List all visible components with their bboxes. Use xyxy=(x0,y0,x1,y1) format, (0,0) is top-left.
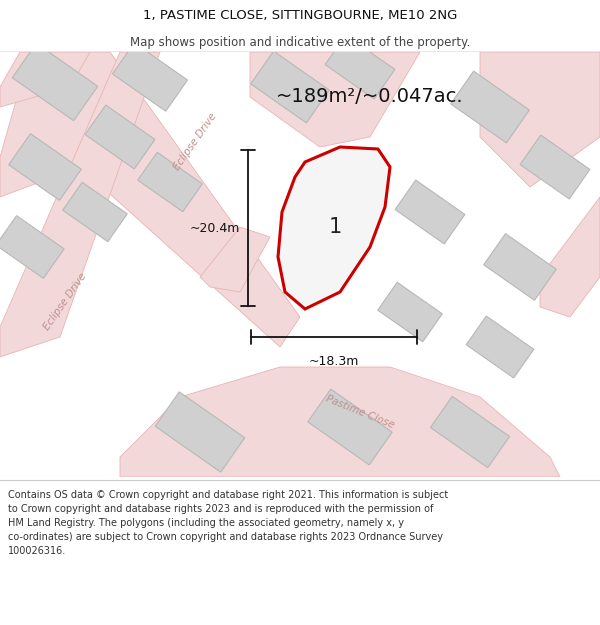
Polygon shape xyxy=(9,134,81,201)
Polygon shape xyxy=(120,367,560,477)
Polygon shape xyxy=(430,396,509,468)
Polygon shape xyxy=(12,43,98,121)
Polygon shape xyxy=(112,42,188,111)
Polygon shape xyxy=(540,197,600,317)
Polygon shape xyxy=(251,51,329,123)
Text: to Crown copyright and database rights 2023 and is reproduced with the permissio: to Crown copyright and database rights 2… xyxy=(8,504,433,514)
Text: ~20.4m: ~20.4m xyxy=(190,221,240,234)
Polygon shape xyxy=(0,52,300,347)
Text: Pastime Close: Pastime Close xyxy=(324,394,396,430)
Text: co-ordinates) are subject to Crown copyright and database rights 2023 Ordnance S: co-ordinates) are subject to Crown copyr… xyxy=(8,532,443,542)
Polygon shape xyxy=(250,52,420,147)
Polygon shape xyxy=(466,316,534,378)
Polygon shape xyxy=(395,180,465,244)
Polygon shape xyxy=(278,147,390,309)
Polygon shape xyxy=(378,282,442,342)
Text: 1, PASTIME CLOSE, SITTINGBOURNE, ME10 2NG: 1, PASTIME CLOSE, SITTINGBOURNE, ME10 2N… xyxy=(143,9,457,22)
Polygon shape xyxy=(480,52,600,187)
Polygon shape xyxy=(520,135,590,199)
Polygon shape xyxy=(155,392,245,472)
Text: ~189m²/~0.047ac.: ~189m²/~0.047ac. xyxy=(276,87,464,106)
Text: Map shows position and indicative extent of the property.: Map shows position and indicative extent… xyxy=(130,36,470,49)
Polygon shape xyxy=(308,389,392,465)
Polygon shape xyxy=(484,234,556,301)
Text: Contains OS data © Crown copyright and database right 2021. This information is : Contains OS data © Crown copyright and d… xyxy=(8,490,448,500)
Polygon shape xyxy=(0,52,160,357)
Polygon shape xyxy=(0,52,90,107)
Text: 1: 1 xyxy=(328,217,341,237)
Polygon shape xyxy=(451,71,529,143)
Polygon shape xyxy=(138,152,202,212)
Polygon shape xyxy=(0,216,64,278)
Polygon shape xyxy=(150,387,530,477)
Text: 100026316.: 100026316. xyxy=(8,546,66,556)
Polygon shape xyxy=(200,227,270,292)
Polygon shape xyxy=(63,182,127,242)
Polygon shape xyxy=(325,35,395,99)
Polygon shape xyxy=(85,105,155,169)
Text: Eclipse Drive: Eclipse Drive xyxy=(41,272,88,332)
Text: ~18.3m: ~18.3m xyxy=(309,355,359,368)
Text: HM Land Registry. The polygons (including the associated geometry, namely x, y: HM Land Registry. The polygons (includin… xyxy=(8,518,404,528)
Text: Eclipse Drive: Eclipse Drive xyxy=(172,112,218,173)
